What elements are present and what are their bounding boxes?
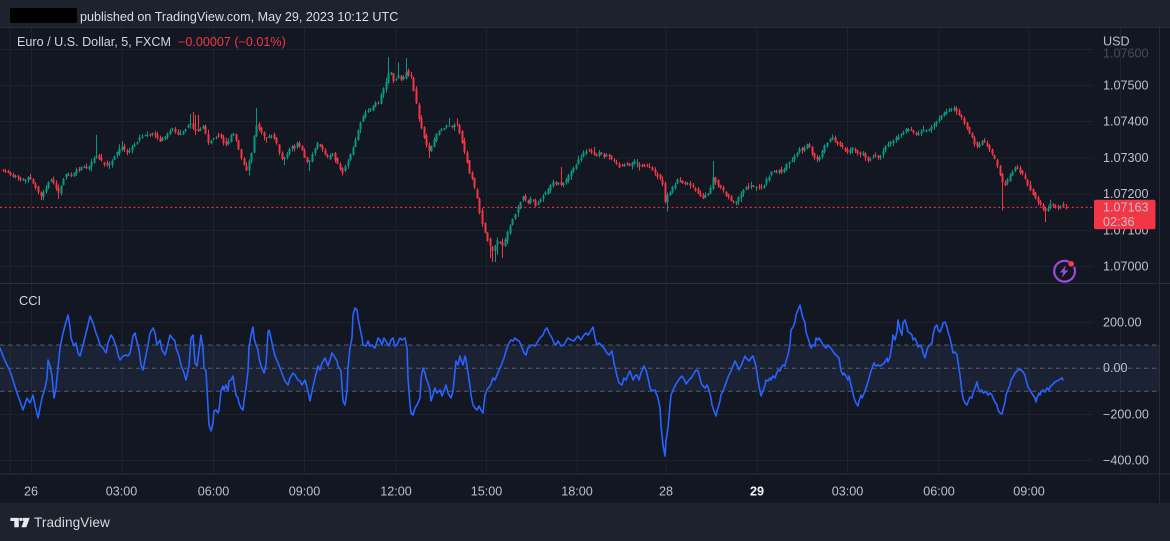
- svg-text:1.07500: 1.07500: [1103, 79, 1149, 93]
- svg-text:1.07163: 1.07163: [1103, 200, 1149, 214]
- svg-text:1.07300: 1.07300: [1103, 151, 1149, 165]
- svg-text:1.07200: 1.07200: [1103, 187, 1149, 201]
- svg-text:06:00: 06:00: [923, 485, 955, 499]
- svg-text:1.07000: 1.07000: [1103, 260, 1149, 274]
- svg-text:28: 28: [659, 485, 673, 499]
- svg-text:02:36: 02:36: [1103, 215, 1135, 229]
- svg-text:1.07600: 1.07600: [1103, 47, 1149, 61]
- svg-text:0.00: 0.00: [1103, 361, 1128, 375]
- svg-text:−400.00: −400.00: [1103, 453, 1149, 467]
- svg-text:09:00: 09:00: [289, 485, 321, 499]
- svg-text:1.07400: 1.07400: [1103, 115, 1149, 129]
- svg-text:15:00: 15:00: [471, 485, 503, 499]
- svg-text:06:00: 06:00: [198, 485, 230, 499]
- svg-text:29: 29: [750, 485, 764, 499]
- svg-text:18:00: 18:00: [561, 485, 593, 499]
- svg-text:−200.00: −200.00: [1103, 407, 1149, 421]
- svg-text:200.00: 200.00: [1103, 315, 1142, 329]
- svg-text:USD: USD: [1103, 35, 1130, 49]
- svg-text:26: 26: [24, 485, 38, 499]
- svg-text:12:00: 12:00: [380, 485, 412, 499]
- svg-text:03:00: 03:00: [106, 485, 138, 499]
- svg-text:03:00: 03:00: [832, 485, 864, 499]
- svg-text:09:00: 09:00: [1013, 485, 1045, 499]
